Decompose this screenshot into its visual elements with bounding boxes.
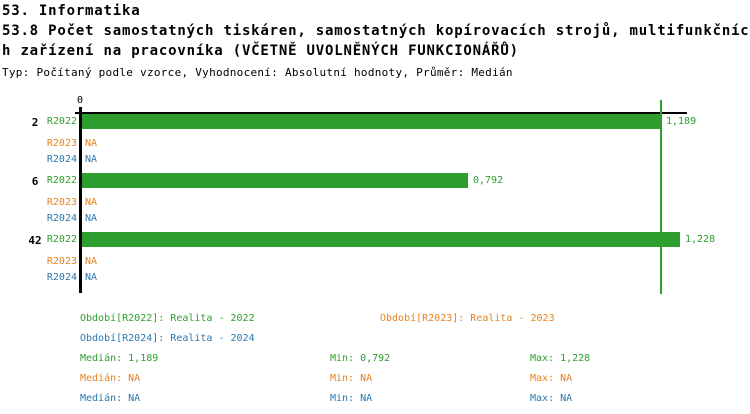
stat-max-r2022: Max: 1,228: [530, 353, 591, 364]
meta-line: Typ: Počítaný podle vzorce, Vyhodnocení:…: [2, 66, 513, 79]
na-label: NA: [85, 197, 98, 208]
na-label: NA: [85, 272, 98, 283]
indicator-title-line-1: 53.8 Počet samostatných tiskáren, samost…: [2, 23, 750, 39]
series-label: R2022: [46, 234, 77, 245]
legend-item-r2024: Období[R2024]: Realita - 2024: [80, 333, 255, 344]
stat-median-r2023: Medián: NA: [80, 373, 141, 384]
na-label: NA: [85, 213, 98, 224]
na-label: NA: [85, 256, 98, 267]
series-label: R2023: [46, 256, 77, 267]
median-line: [660, 100, 662, 294]
series-label: R2022: [46, 175, 77, 186]
series-label: R2023: [46, 197, 77, 208]
series-label: R2024: [46, 154, 77, 165]
stat-min-r2024: Min: NA: [330, 393, 373, 404]
category-label: 42: [28, 234, 42, 247]
bar: [82, 232, 680, 247]
indicator-title-line-2: h zařízení na pracovníka (VČETNĚ UVOLNĚN…: [2, 43, 519, 59]
stat-max-r2024: Max: NA: [530, 393, 573, 404]
series-label: R2023: [46, 138, 77, 149]
axis-origin-label: 0: [76, 95, 84, 106]
page-title: 53. Informatika: [2, 3, 141, 19]
y-axis-line: [79, 107, 82, 293]
stat-min-r2023: Min: NA: [330, 373, 373, 384]
legend-item-r2023: Období[R2023]: Realita - 2023: [380, 313, 555, 324]
bar: [82, 173, 468, 188]
series-label: R2024: [46, 272, 77, 283]
stat-median-r2022: Medián: 1,189: [80, 353, 159, 364]
series-label: R2024: [46, 213, 77, 224]
legend-item-r2022: Období[R2022]: Realita - 2022: [80, 313, 255, 324]
series-label: R2022: [46, 116, 77, 127]
category-label: 2: [31, 116, 39, 129]
stat-median-r2024: Medián: NA: [80, 393, 141, 404]
bar: [82, 114, 661, 129]
stat-max-r2023: Max: NA: [530, 373, 573, 384]
bar-value-label: 0,792: [473, 175, 504, 186]
na-label: NA: [85, 154, 98, 165]
bar-value-label: 1,189: [666, 116, 697, 127]
category-label: 6: [31, 175, 39, 188]
bar-value-label: 1,228: [685, 234, 716, 245]
na-label: NA: [85, 138, 98, 149]
x-axis-line: [75, 112, 687, 114]
stat-min-r2022: Min: 0,792: [330, 353, 391, 364]
